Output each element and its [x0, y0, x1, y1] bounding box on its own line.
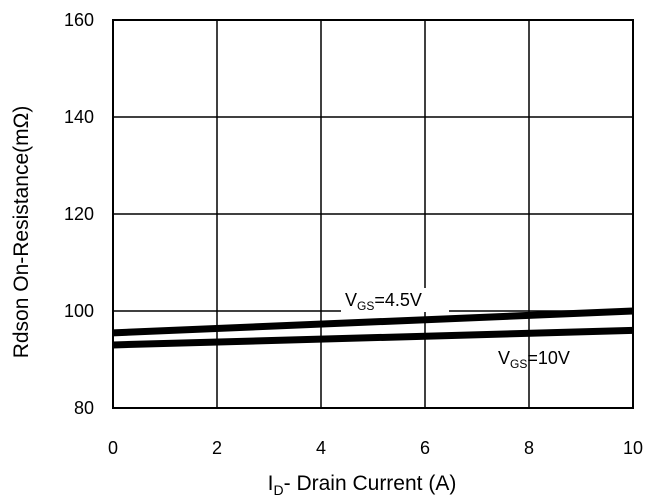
series-layer [112, 307, 634, 349]
y-tick-label: 140 [64, 107, 94, 127]
x-tick-label: 0 [108, 438, 118, 458]
x-axis-title-main: I [268, 472, 274, 495]
x-tick-label: 8 [524, 438, 534, 458]
y-tick-labels: 80 100 120 140 160 [64, 10, 94, 418]
x-axis-title-rest: - Drain Current (A) [284, 472, 457, 495]
x-tick-label: 4 [316, 438, 326, 458]
series-line-1 [112, 307, 634, 337]
annotations: VGS=4.5V VGS=10V [341, 288, 570, 371]
series-line-2 [112, 326, 634, 349]
y-tick-label: 100 [64, 301, 94, 321]
y-tick-label: 120 [64, 204, 94, 224]
series-annotation-2: VGS=10V [498, 348, 570, 371]
annotation-background [341, 288, 449, 312]
y-axis-title: Rdson On-Resistance(mΩ) [10, 106, 33, 359]
y-tick-label: 160 [64, 10, 94, 30]
y-tick-label: 80 [74, 398, 94, 418]
x-tick-labels: 0 2 4 6 8 10 [108, 438, 643, 458]
grid [113, 20, 633, 408]
x-tick-label: 6 [420, 438, 430, 458]
plot-frame [112, 19, 634, 409]
x-axis-title-sub: D [274, 482, 284, 498]
x-tick-label: 2 [212, 438, 222, 458]
x-tick-label: 10 [623, 438, 643, 458]
x-axis-title: ID- Drain Current (A) [268, 472, 457, 498]
series-annotation-1: VGS=4.5V [345, 290, 422, 313]
